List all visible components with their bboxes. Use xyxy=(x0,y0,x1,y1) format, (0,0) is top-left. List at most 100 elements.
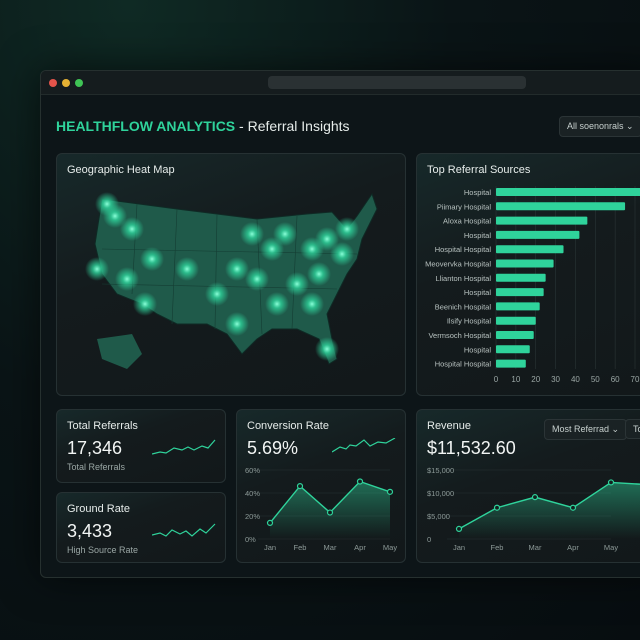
x-tick-label: Apr xyxy=(354,543,366,552)
x-tick-label: May xyxy=(383,543,397,552)
chevron-down-icon: ⌄ xyxy=(626,121,634,131)
kpi-value: 3,433 xyxy=(67,521,113,541)
minimize-dot[interactable] xyxy=(62,79,70,87)
browser-window: HEALTHFLOW ANALYTICS - Referral Insights… xyxy=(40,70,640,578)
sparkline xyxy=(332,438,396,453)
revenue-dropdown[interactable]: Most Referrad ⌄ xyxy=(544,419,628,440)
area-fill xyxy=(459,482,640,539)
card-title: Geographic Heat Map xyxy=(67,164,175,176)
heat-spot xyxy=(315,337,339,361)
category-label: Hospital Hospital xyxy=(435,360,492,369)
maximize-dot[interactable] xyxy=(75,79,83,87)
referral-bar-chart: 0 10 20 30 40 50 60 70 Hospital Piimary Hospital A… xyxy=(425,186,640,384)
x-tick-label: 20 xyxy=(531,375,540,384)
heat-spot xyxy=(120,217,144,241)
x-tick-label: 70 xyxy=(631,375,640,384)
category-label: Piimary Hospital xyxy=(437,202,492,211)
kpi-value: 17,346 xyxy=(67,438,123,458)
data-point xyxy=(607,479,615,486)
category-label: Hospital xyxy=(464,345,491,354)
total-referrals-card: Total Referrals 17,346 Total Referrals xyxy=(56,409,226,483)
x-tick-label: Feb xyxy=(491,543,504,552)
y-tick-label: 20% xyxy=(245,512,260,521)
bar xyxy=(496,202,626,211)
x-tick-label: Jan xyxy=(264,543,276,552)
category-label: Llianton Hospital xyxy=(436,274,492,283)
heat-spot xyxy=(265,292,289,316)
bar xyxy=(496,216,588,225)
bar xyxy=(496,302,540,311)
revenue-dropdown-2[interactable]: To xyxy=(625,419,640,439)
heat-spot xyxy=(330,242,354,266)
sparkline xyxy=(152,523,216,537)
heat-spot xyxy=(140,247,164,271)
dropdown-label: Most Referrad xyxy=(552,424,610,434)
x-tick-label: Mar xyxy=(529,543,542,552)
x-tick-label: 10 xyxy=(511,375,520,384)
area-fill xyxy=(270,481,390,539)
series-line xyxy=(458,481,640,530)
heat-spot xyxy=(205,282,229,306)
x-tick-label: Apr xyxy=(567,543,579,552)
category-label: Hospital xyxy=(464,188,491,197)
x-tick-label: 30 xyxy=(551,375,560,384)
data-point xyxy=(386,488,394,495)
category-label: Beenich Hospital xyxy=(435,302,492,311)
x-tick-label: Jan xyxy=(453,543,465,552)
bar xyxy=(496,273,546,282)
filter-label: All soenonrals xyxy=(567,121,624,131)
bar xyxy=(496,230,580,239)
card-title: Conversion Rate xyxy=(247,420,329,432)
category-label: Ilsify Hospital xyxy=(447,317,492,326)
dropdown-label: To xyxy=(633,424,640,434)
conversion-chart: 0% 20% 40% 60% Jan Feb Mar Apr May xyxy=(245,466,397,552)
bar xyxy=(496,331,534,339)
y-tick-label: $5,000 xyxy=(427,512,450,521)
bar xyxy=(496,316,536,325)
title-bar xyxy=(41,71,640,95)
data-point xyxy=(455,525,463,532)
filter-dropdown[interactable]: All soenonrals ⌄ xyxy=(559,116,640,137)
address-bar[interactable] xyxy=(268,76,526,89)
bar xyxy=(496,288,544,297)
separator: - xyxy=(235,118,248,134)
y-tick-label: 0% xyxy=(245,535,256,544)
bar xyxy=(496,259,554,268)
heat-spot xyxy=(300,292,324,316)
y-tick-label: 40% xyxy=(245,489,260,498)
kpi-label: High Source Rate xyxy=(67,545,139,555)
card-title: Ground Rate xyxy=(67,503,130,515)
data-point xyxy=(569,504,577,511)
bar xyxy=(496,345,530,354)
title: Referral Insights xyxy=(247,118,350,134)
data-point xyxy=(266,519,274,527)
card-title: Revenue xyxy=(427,420,472,432)
heat-spot xyxy=(85,257,109,281)
kpi-value: $11,532.60 xyxy=(427,438,516,458)
data-point xyxy=(531,494,539,501)
heat-spot xyxy=(315,227,339,251)
x-tick-label: Mar xyxy=(324,543,337,552)
ground-rate-card: Ground Rate 3,433 High Source Rate xyxy=(56,492,226,563)
revenue-chart: 0 $5,000 $10,000 $15,000 Jan Feb Mar Apr May xyxy=(427,466,640,552)
card-title: Top Referral Sources xyxy=(427,164,531,176)
us-heat-map[interactable] xyxy=(57,154,406,396)
x-tick-label: Feb xyxy=(294,543,307,552)
sparkline xyxy=(152,439,216,455)
heat-spot xyxy=(225,257,249,281)
close-dot[interactable] xyxy=(49,79,57,87)
heat-spot xyxy=(273,222,297,246)
category-label: Vermsoch Hospital xyxy=(428,331,491,340)
conversion-card: Conversion Rate 5.69% 0% 20% 40% 60% Jan Feb M… xyxy=(236,409,406,563)
heat-spot xyxy=(335,217,359,241)
x-tick-label: 40 xyxy=(571,375,580,384)
heat-spot xyxy=(175,257,199,281)
data-point xyxy=(493,504,501,511)
heat-spot xyxy=(307,262,331,286)
heat-spot xyxy=(225,312,249,336)
x-tick-label: 60 xyxy=(611,375,620,384)
category-label: Aloxa Hospital xyxy=(443,217,491,226)
referral-sources-card: Top Referral Sources 0 10 20 30 40 50 60 70 Hosp… xyxy=(416,153,640,396)
card-title: Total Referrals xyxy=(67,420,138,432)
bar xyxy=(496,359,526,368)
